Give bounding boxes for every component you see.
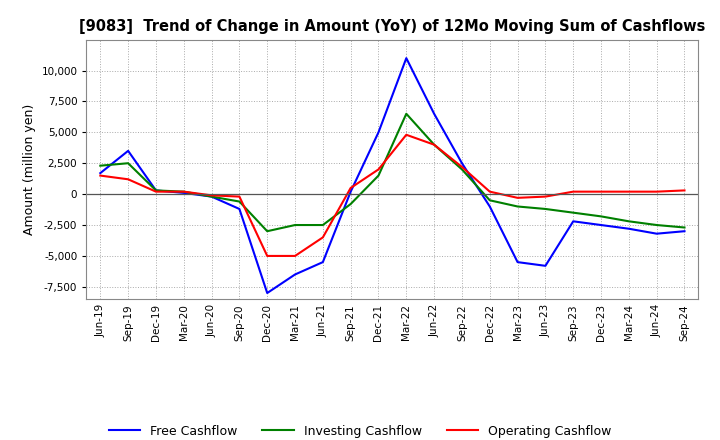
Investing Cashflow: [624, 219, 633, 224]
Operating Cashflow: [513, 195, 522, 201]
Operating Cashflow: [291, 253, 300, 259]
Investing Cashflow: [291, 222, 300, 227]
Investing Cashflow: [458, 167, 467, 172]
Free Cashflow: [541, 263, 550, 268]
Operating Cashflow: [179, 189, 188, 194]
Operating Cashflow: [430, 142, 438, 147]
Free Cashflow: [96, 170, 104, 176]
Free Cashflow: [430, 111, 438, 117]
Operating Cashflow: [152, 189, 161, 194]
Y-axis label: Amount (million yen): Amount (million yen): [23, 104, 36, 235]
Operating Cashflow: [597, 189, 606, 194]
Free Cashflow: [402, 55, 410, 61]
Investing Cashflow: [402, 111, 410, 117]
Legend: Free Cashflow, Investing Cashflow, Operating Cashflow: Free Cashflow, Investing Cashflow, Opera…: [104, 420, 616, 440]
Free Cashflow: [346, 189, 355, 194]
Free Cashflow: [152, 188, 161, 193]
Free Cashflow: [124, 148, 132, 154]
Free Cashflow: [374, 130, 383, 135]
Investing Cashflow: [485, 198, 494, 203]
Investing Cashflow: [374, 173, 383, 178]
Free Cashflow: [263, 290, 271, 296]
Free Cashflow: [680, 228, 689, 234]
Free Cashflow: [485, 204, 494, 209]
Investing Cashflow: [96, 163, 104, 169]
Investing Cashflow: [318, 222, 327, 227]
Free Cashflow: [513, 260, 522, 265]
Investing Cashflow: [346, 202, 355, 207]
Operating Cashflow: [652, 189, 661, 194]
Free Cashflow: [318, 260, 327, 265]
Operating Cashflow: [96, 173, 104, 178]
Investing Cashflow: [597, 214, 606, 219]
Operating Cashflow: [458, 164, 467, 169]
Investing Cashflow: [513, 204, 522, 209]
Line: Operating Cashflow: Operating Cashflow: [100, 135, 685, 256]
Investing Cashflow: [207, 194, 216, 199]
Free Cashflow: [597, 222, 606, 227]
Investing Cashflow: [263, 228, 271, 234]
Operating Cashflow: [485, 189, 494, 194]
Investing Cashflow: [652, 222, 661, 227]
Free Cashflow: [624, 226, 633, 231]
Investing Cashflow: [430, 142, 438, 147]
Free Cashflow: [179, 190, 188, 195]
Operating Cashflow: [569, 189, 577, 194]
Operating Cashflow: [402, 132, 410, 137]
Line: Free Cashflow: Free Cashflow: [100, 58, 685, 293]
Operating Cashflow: [374, 167, 383, 172]
Free Cashflow: [207, 194, 216, 199]
Operating Cashflow: [346, 185, 355, 191]
Investing Cashflow: [124, 161, 132, 166]
Operating Cashflow: [624, 189, 633, 194]
Investing Cashflow: [235, 199, 243, 204]
Title: [9083]  Trend of Change in Amount (YoY) of 12Mo Moving Sum of Cashflows: [9083] Trend of Change in Amount (YoY) o…: [79, 19, 706, 34]
Operating Cashflow: [124, 176, 132, 182]
Operating Cashflow: [680, 188, 689, 193]
Free Cashflow: [458, 161, 467, 166]
Operating Cashflow: [263, 253, 271, 259]
Investing Cashflow: [680, 225, 689, 230]
Operating Cashflow: [541, 194, 550, 199]
Operating Cashflow: [318, 235, 327, 240]
Investing Cashflow: [179, 189, 188, 194]
Investing Cashflow: [569, 210, 577, 215]
Investing Cashflow: [541, 206, 550, 212]
Free Cashflow: [569, 219, 577, 224]
Investing Cashflow: [152, 188, 161, 193]
Operating Cashflow: [235, 194, 243, 199]
Free Cashflow: [235, 206, 243, 212]
Free Cashflow: [652, 231, 661, 236]
Operating Cashflow: [207, 193, 216, 198]
Line: Investing Cashflow: Investing Cashflow: [100, 114, 685, 231]
Free Cashflow: [291, 272, 300, 277]
